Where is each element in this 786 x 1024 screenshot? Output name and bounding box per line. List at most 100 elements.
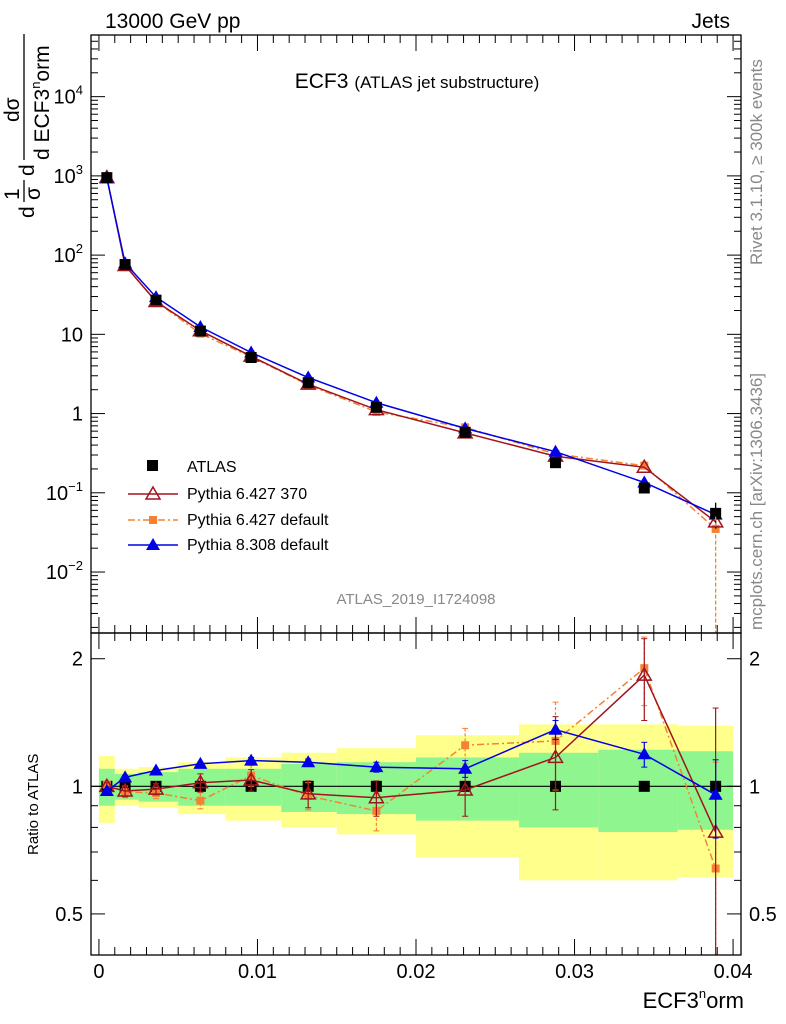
main-point <box>548 444 563 457</box>
ylabel-d-den-sup: n <box>28 82 43 89</box>
main-series-2 <box>102 173 720 533</box>
main-y-tick-label: 1 <box>72 404 83 426</box>
main-point <box>119 259 131 271</box>
header-left-label: 13000 GeV pp <box>105 10 240 33</box>
main-point <box>550 457 562 469</box>
main-point <box>150 294 162 306</box>
ratio-point <box>147 780 165 795</box>
ratio-y-tick-label: 2 <box>72 649 83 671</box>
main-y-tick-label: 104 <box>54 83 83 109</box>
ratio-point <box>118 770 133 783</box>
ratio-point <box>456 781 474 796</box>
rivet-version-label: Rivet 3.1.10, ≥ 300k events <box>747 59 766 265</box>
ratio-point <box>149 763 163 776</box>
tick-label-exponent: −2 <box>68 558 83 573</box>
tick-label-base: 10 <box>46 562 68 584</box>
tick-label-exponent: 2 <box>76 241 83 256</box>
ylabel-lead-d: d <box>16 206 39 218</box>
legend-py8-label: Pythia 8.308 default <box>187 537 329 554</box>
mcplots-label: mcplots.cern.ch [arXiv:1306.3436] <box>747 373 766 630</box>
main-point <box>640 461 649 470</box>
ylabel-d-den: d ECF3norm <box>28 45 54 160</box>
ratio-uncertainty-bands <box>91 724 741 881</box>
ylabel-prefix-num: 1 <box>1 188 24 200</box>
main-point <box>245 352 257 364</box>
ratio-y-axis-label: Ratio to ATLAS <box>25 754 42 855</box>
tick-label-exponent: −1 <box>68 479 83 494</box>
main-series-0 <box>101 172 722 529</box>
main-y-tick-label: 10 <box>61 324 83 346</box>
plot-title-main: ECF3 <box>295 70 349 93</box>
legend-entry-py6-default: Pythia 6.427 default <box>128 512 329 529</box>
main-y-tick-label: 10−1 <box>46 479 83 505</box>
tick-label-exponent: 4 <box>76 83 83 98</box>
ratio-plot-frame <box>90 632 742 956</box>
main-point <box>638 482 650 494</box>
ratio-y-tick-label-right: 2 <box>749 649 760 671</box>
ratio-point <box>458 761 473 774</box>
plot-title: ECF3 (ATLAS jet substructure) <box>295 70 540 93</box>
main-point <box>101 172 113 184</box>
x-axis-label: ECF3norm <box>643 986 744 1013</box>
ratio-point <box>637 747 652 760</box>
tick-label-exponent: 3 <box>76 162 83 177</box>
ratio-series-layer <box>98 636 724 956</box>
ratio-data-point <box>638 780 650 792</box>
ratio-point <box>299 785 317 800</box>
tick-label-base: 10 <box>54 87 76 109</box>
main-y-tick-label: 10−2 <box>46 558 83 584</box>
ratio-point <box>192 774 209 789</box>
ylabel-d-den-base: d ECF3 <box>31 89 54 160</box>
x-tick-label: 0.04 <box>714 961 753 983</box>
legend-py6-370-label: Pythia 6.427 370 <box>187 486 307 503</box>
ratio-point <box>461 741 470 750</box>
x-tick-label: 0 <box>93 961 104 983</box>
header-right-label: Jets <box>691 10 730 33</box>
ratio-point <box>635 666 653 681</box>
x-axis-ticks: 0 0.01 0.02 0.03 0.04 <box>93 35 753 983</box>
ratio-point <box>244 753 259 766</box>
legend-py6-default-marker <box>149 516 157 524</box>
ratio-point <box>193 756 208 769</box>
analysis-id-label: ATLAS_2019_I1724098 <box>336 591 495 608</box>
main-point <box>370 401 382 413</box>
legend-py6-370-marker <box>144 485 162 500</box>
ratio-y-axis-ticks: 0.5 0.5 1 1 2 2 <box>55 649 777 926</box>
ylabel-d-den-suffix: orm <box>31 45 54 81</box>
legend-atlas-marker <box>147 460 158 471</box>
main-point <box>459 426 471 438</box>
ratio-y-tick-label: 0.5 <box>55 904 83 926</box>
main-point <box>302 377 314 389</box>
tick-label-base: 10 <box>46 483 68 505</box>
legend-py8-marker <box>146 538 160 550</box>
xlabel-suffix: orm <box>706 988 744 1013</box>
ylabel-mid-d: d <box>16 164 39 176</box>
tick-label-base: 10 <box>54 166 76 188</box>
main-point <box>710 507 722 519</box>
main-series-layer <box>98 169 724 633</box>
ratio-series-3 <box>99 719 723 839</box>
main-point <box>635 458 653 474</box>
x-tick-label: 0.03 <box>555 961 594 983</box>
tick-label-base: 10 <box>54 245 76 267</box>
ratio-band-inner <box>598 749 678 833</box>
ratio-point <box>196 796 205 805</box>
ratio-y-tick-label-right: 0.5 <box>749 904 777 926</box>
legend-entry-atlas: ATLAS <box>147 459 237 476</box>
ratio-y-tick-label-right: 1 <box>749 776 760 798</box>
ylabel-prefix-den: σ <box>22 187 45 200</box>
xlabel-base: ECF3 <box>643 988 699 1013</box>
ratio-point <box>242 771 260 786</box>
main-point <box>194 325 206 337</box>
main-y-tick-label: 102 <box>54 241 83 267</box>
main-y-tick-label: 103 <box>54 162 83 188</box>
legend-entry-py6-370: Pythia 6.427 370 <box>128 485 307 503</box>
ratio-point <box>548 722 563 735</box>
legend-entry-py8: Pythia 8.308 default <box>128 537 329 554</box>
plot-title-sub: (ATLAS jet substructure) <box>354 73 539 92</box>
legend: ATLAS Pythia 6.427 370 Pythia 6.427 defa… <box>128 459 329 554</box>
ylabel-d-num: dσ <box>1 97 24 122</box>
ratio-band-inner <box>677 751 734 830</box>
